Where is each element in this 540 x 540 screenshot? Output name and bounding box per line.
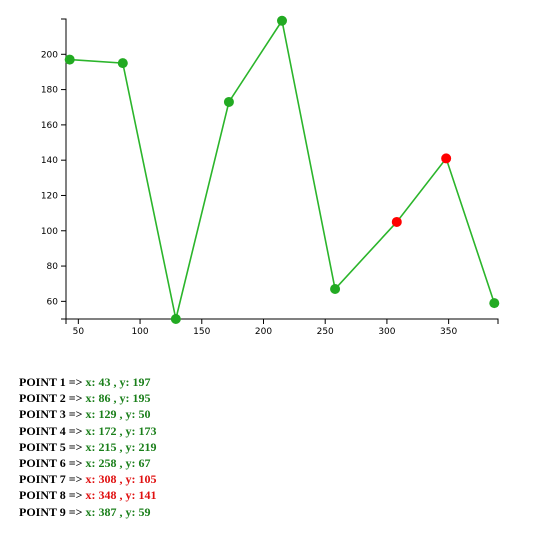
data-points [64,15,500,324]
point-row: POINT 2 => x: 86 , y: 195 [19,390,156,406]
point-row-values: x: 215 , y: 219 [85,439,157,454]
x-tick-label: 50 [73,327,85,337]
point-row-values: x: 258 , y: 67 [85,456,151,471]
point-row-label: POINT 7 => [19,472,83,487]
point-row: POINT 6 => x: 258 , y: 67 [19,455,156,471]
point-row-label: POINT 9 => [19,504,83,519]
x-tick-label: 150 [193,327,210,337]
data-point-highlighted[interactable] [391,216,402,227]
point-row: POINT 3 => x: 129 , y: 50 [19,406,156,422]
point-row-values: x: 86 , y: 195 [85,391,151,406]
point-row-values: x: 172 , y: 173 [85,423,157,438]
data-point[interactable] [330,284,341,294]
x-axis-line [65,318,499,324]
y-axis-line [61,18,67,320]
point-row-label: POINT 6 => [19,456,83,471]
point-row: POINT 4 => x: 172 , y: 173 [19,423,156,439]
point-row-label: POINT 8 => [19,488,83,503]
y-axis: 60 80 100 120 140 160 180 200 [41,18,67,320]
points-list: POINT 1 => x: 43 , y: 197 POINT 2 => x: 8… [19,374,156,520]
point-row-label: POINT 2 => [19,391,83,406]
point-row-label: POINT 1 => [19,375,83,389]
x-tick-label: 250 [317,327,334,337]
y-tick-label: 100 [41,227,58,237]
data-point[interactable] [117,58,128,69]
point-row: POINT 8 => x: 348 , y: 141 [19,487,156,503]
data-point-highlighted[interactable] [441,153,452,164]
data-point[interactable] [277,15,287,26]
data-point[interactable] [223,96,234,107]
point-row: POINT 9 => x: 387 , y: 59 [19,504,156,520]
y-tick-label: 140 [41,156,58,166]
point-row-values: x: 43 , y: 197 [85,375,151,389]
y-tick-label: 200 [41,50,58,60]
point-row-values: x: 308 , y: 105 [85,472,157,487]
x-axis: 50 100 150 200 250 300 350 [65,318,499,337]
y-tick-label: 120 [41,191,58,201]
point-row-values: x: 387 , y: 59 [85,504,151,519]
data-point[interactable] [489,298,500,309]
x-tick-label: 100 [131,327,148,337]
x-tick-label: 350 [440,327,457,337]
y-tick-label: 60 [47,297,59,307]
point-row-values: x: 129 , y: 50 [85,407,151,422]
line-chart: 60 80 100 120 140 160 180 200 50 100 150 200 250 300… [41,15,500,337]
x-tick-label: 200 [255,327,272,337]
series-line [69,18,496,320]
x-tick-label: 300 [378,327,395,337]
point-row: POINT 7 => x: 308 , y: 105 [19,471,156,487]
point-row: POINT 5 => x: 215 , y: 219 [19,439,156,455]
point-row-values: x: 348 , y: 141 [85,488,157,503]
y-tick-label: 80 [47,262,59,272]
y-tick-label: 180 [41,86,58,96]
point-row: POINT 1 => x: 43 , y: 197 [19,374,156,390]
point-row-label: POINT 4 => [19,423,83,438]
point-row-label: POINT 5 => [19,439,83,454]
data-point[interactable] [64,54,75,65]
y-tick-label: 160 [41,121,58,131]
point-row-label: POINT 3 => [19,407,83,422]
series-line-group [69,18,496,320]
data-point[interactable] [170,314,181,324]
